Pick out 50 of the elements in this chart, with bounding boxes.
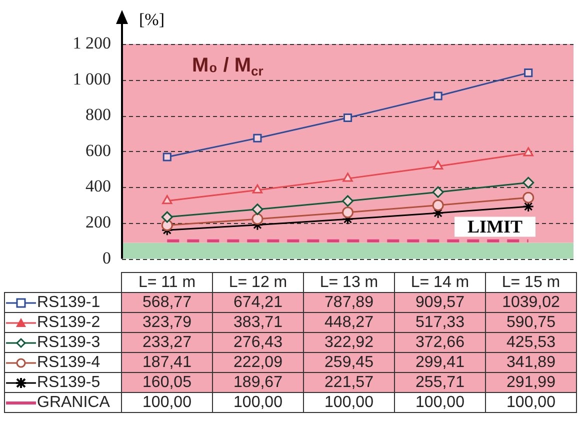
data-label: 100,00 [122,392,212,412]
y-tick-label: 800 [86,105,111,124]
x-tick-label: L= 15 m [486,272,576,292]
data-label: 590,75 [486,312,576,332]
legend-label: RS139-4 [4,352,122,372]
x-tick-label: L= 12 m [212,272,304,292]
data-label: 100,00 [486,392,576,412]
data-label: 448,27 [304,312,394,332]
data-label: 276,43 [212,332,304,352]
data-label: 233,27 [122,332,212,352]
data-label: 341,89 [486,352,576,372]
data-label: 425,53 [486,332,576,352]
data-label: 100,00 [394,392,486,412]
data-label: 568,77 [122,292,212,312]
legend-label: GRANICA [4,392,122,412]
legend-label: RS139-5 [4,372,122,392]
y-tick-label: 0 [102,248,111,268]
data-label: 255,71 [394,372,486,392]
data-label: 259,45 [304,352,394,372]
data-label: 100,00 [304,392,394,412]
data-label: 517,33 [394,312,486,332]
data-label: 323,79 [122,312,212,332]
data-label: 160,05 [122,372,212,392]
data-label: 100,00 [212,392,304,412]
data-label: 372,66 [394,332,486,352]
legend-label: RS139-1 [4,292,122,312]
annotation: LIMIT [467,216,522,236]
data-label: 1039,02 [486,292,576,312]
data-label: 787,89 [304,292,394,312]
y-tick-label: 400 [86,176,111,196]
data-label: 291,99 [486,372,576,392]
legend-label: RS139-3 [4,332,122,352]
x-tick-label: L= 14 m [394,272,486,292]
data-label: 187,41 [122,352,212,372]
data-label: 189,67 [212,372,304,392]
y-tick-label: 1 000 [72,69,111,88]
data-label: 674,21 [212,292,304,312]
data-label: 222,09 [212,352,304,372]
y-tick-label: 200 [86,212,111,232]
y-tick-label: 1 200 [72,33,111,52]
data-label: 322,92 [304,332,394,352]
data-label: 221,57 [304,372,394,392]
x-tick-label: L= 13 m [304,272,394,292]
data-label: 909,57 [394,292,486,312]
data-label: 299,41 [394,352,486,372]
data-label: 383,71 [212,312,304,332]
x-tick-label: L= 11 m [122,272,212,292]
y-axis-title: [%] [139,10,164,30]
y-tick-label: 600 [86,140,111,160]
legend-label: RS139-2 [4,312,122,332]
